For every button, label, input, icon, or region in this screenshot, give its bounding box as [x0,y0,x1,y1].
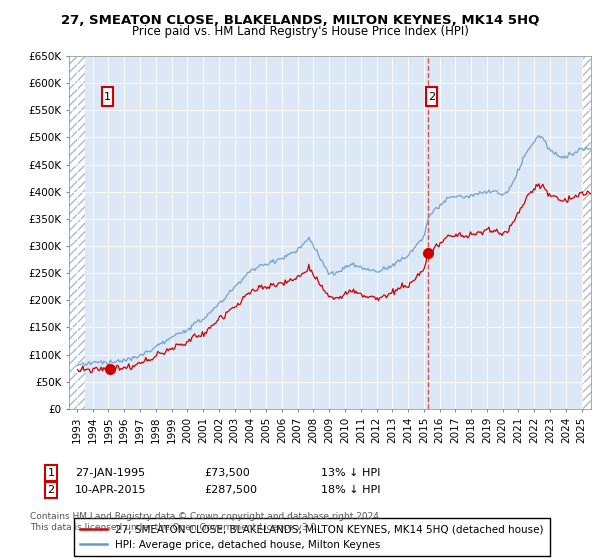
Legend: 27, SMEATON CLOSE, BLAKELANDS, MILTON KEYNES, MK14 5HQ (detached house), HPI: Av: 27, SMEATON CLOSE, BLAKELANDS, MILTON KE… [74,518,550,556]
FancyBboxPatch shape [101,87,113,106]
Text: 1: 1 [47,468,55,478]
Text: 2: 2 [47,485,55,495]
Text: 10-APR-2015: 10-APR-2015 [75,485,146,495]
Text: 18% ↓ HPI: 18% ↓ HPI [321,485,380,495]
Text: 27-JAN-1995: 27-JAN-1995 [75,468,145,478]
Text: 13% ↓ HPI: 13% ↓ HPI [321,468,380,478]
Text: £287,500: £287,500 [204,485,257,495]
Text: £73,500: £73,500 [204,468,250,478]
Text: 1: 1 [104,92,110,102]
Text: 2: 2 [428,92,435,102]
Text: Price paid vs. HM Land Registry's House Price Index (HPI): Price paid vs. HM Land Registry's House … [131,25,469,38]
Text: 27, SMEATON CLOSE, BLAKELANDS, MILTON KEYNES, MK14 5HQ: 27, SMEATON CLOSE, BLAKELANDS, MILTON KE… [61,14,539,27]
FancyBboxPatch shape [426,87,437,106]
Text: Contains HM Land Registry data © Crown copyright and database right 2024.
This d: Contains HM Land Registry data © Crown c… [30,512,382,532]
